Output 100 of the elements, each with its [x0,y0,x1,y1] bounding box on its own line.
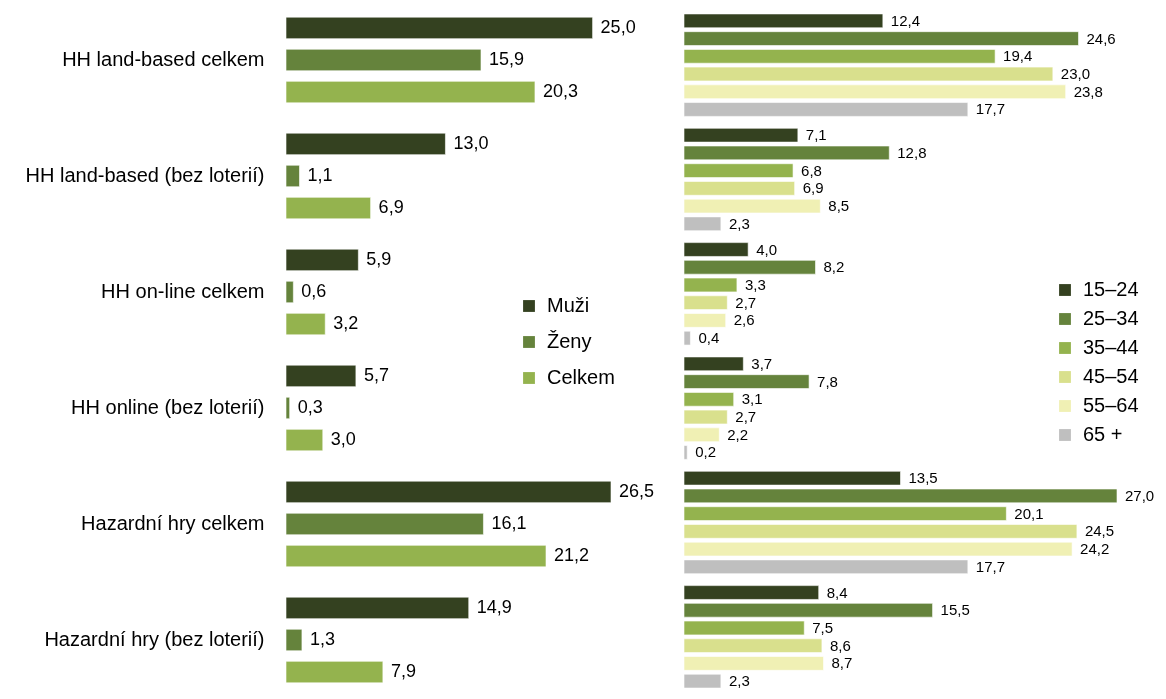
legend-label: 65 + [1083,423,1123,445]
bar [285,512,484,536]
bar [683,356,744,372]
y-tick-label: HH online (bez loterií) [71,396,265,418]
bar [683,427,720,442]
data-label: 19,4 [1003,47,1033,65]
bar [683,260,816,275]
legend-label: 35–44 [1083,336,1139,358]
legend-label: Ženy [547,330,592,352]
data-label: 13,5 [908,469,938,487]
bar [683,242,749,257]
data-label: 7,5 [812,618,834,636]
data-label: 15,9 [489,49,525,69]
bar [683,49,996,64]
bar [683,488,1118,504]
legend-label: Muži [547,294,590,316]
data-label: 12,4 [890,11,921,29]
data-label: 12,8 [897,143,927,161]
bar [683,102,969,117]
bar [285,280,294,304]
data-label: 14,9 [476,596,512,617]
data-label: 7,8 [817,372,838,390]
data-label: 20,3 [542,81,579,102]
legend-label: 55–64 [1083,394,1139,416]
bar [285,661,384,684]
data-label: 1,3 [309,629,335,649]
data-label: 8,4 [826,583,848,601]
y-tick-label: Hazardní hry (bez loterií) [44,628,265,650]
bar [683,181,795,196]
bar [683,277,738,293]
legend-label: Celkem [547,366,615,388]
bar [285,480,612,503]
bar [285,132,446,155]
bar [285,628,303,652]
data-label: 17,7 [975,557,1006,575]
data-label: 8,2 [823,258,845,276]
data-label: 1,1 [307,165,333,185]
bar [683,638,823,653]
legend-label: 45–54 [1083,365,1139,387]
legend-label: 15–24 [1083,278,1139,300]
bar [683,524,1078,539]
bar [285,48,482,72]
data-label: 8,6 [829,636,851,654]
data-label: 3,7 [751,354,773,372]
data-label: 3,0 [330,429,356,450]
data-label: 0,3 [297,397,323,417]
bar [683,330,691,346]
bar [683,409,728,425]
bar [683,198,821,214]
data-label: 6,9 [802,179,824,197]
bar [683,445,688,460]
bar [683,541,1073,557]
bar [683,127,799,143]
bar [285,396,290,420]
bar [683,13,884,29]
data-label: 26,5 [619,480,655,501]
data-label: 8,5 [828,197,850,215]
data-label: 8,7 [831,654,853,672]
bar [683,374,810,389]
data-label: 7,9 [390,661,416,682]
bar [683,585,820,600]
data-label: 24,5 [1084,522,1115,540]
data-label: 27,0 [1125,486,1155,504]
data-label: 2,2 [727,425,749,443]
bar [683,559,969,575]
bar [285,16,593,39]
bar [285,429,324,452]
data-label: 2,3 [728,214,750,232]
bar [683,673,722,689]
bar [683,470,901,486]
data-label: 3,2 [333,313,359,334]
data-label: 7,1 [805,126,827,144]
data-label: 13,0 [453,132,489,153]
bar [285,364,357,387]
data-label: 6,8 [801,161,822,179]
bar [683,145,890,161]
data-label: 15,5 [940,601,970,619]
data-label: 5,7 [363,364,389,385]
data-label: 4,0 [756,240,778,258]
data-label: 16,1 [491,513,527,533]
bar [683,603,933,618]
data-label: 3,3 [744,275,766,293]
data-label: 21,2 [554,545,590,566]
bar [285,313,326,336]
data-label: 24,6 [1086,29,1116,47]
y-tick-label: Hazardní hry celkem [81,512,265,534]
bar [285,164,300,188]
y-tick-label: HH on-line celkem [101,280,265,302]
bar [683,295,728,310]
data-label: 3,1 [741,390,763,408]
bar [285,248,359,271]
bar [683,31,1079,46]
bar [285,596,470,619]
bar [285,545,547,568]
data-label: 0,4 [698,329,720,347]
bar [683,216,722,232]
data-label: 0,6 [301,281,327,301]
data-label: 20,1 [1014,504,1044,522]
data-label: 2,3 [728,672,750,690]
bar [683,313,726,328]
